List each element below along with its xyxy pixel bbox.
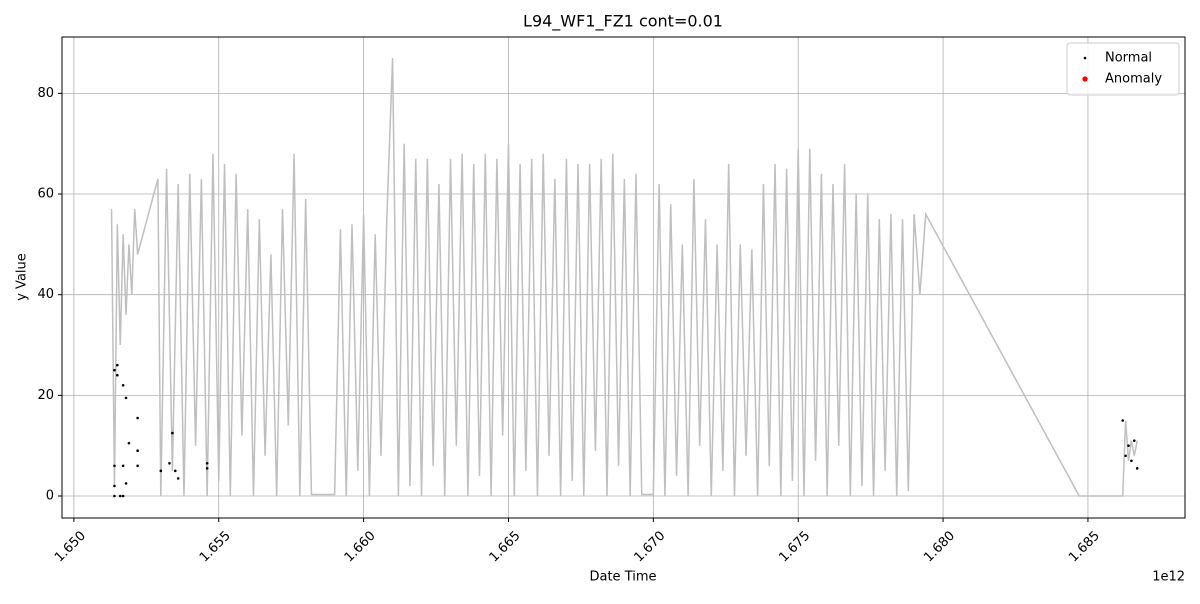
scatter-point [113,484,116,488]
legend-label: Anomaly [1105,72,1162,87]
scatter-point [205,461,209,465]
scatter-point [205,467,209,470]
plot-frame [61,36,1186,519]
x-tick-label: 1.660 [342,528,379,565]
x-tick-label: 1.670 [631,528,668,565]
scatter-point [121,383,125,387]
y-tick-label: 80 [37,86,54,101]
scatter-point [136,416,139,420]
y-tick-label: 0 [46,489,54,504]
scatter-point [116,373,119,377]
x-tick-label: 1.655 [197,528,234,565]
scatter-point [113,368,116,372]
scatter-point [121,494,125,498]
scatter-point [1132,439,1136,442]
legend: Normal Anomaly [1066,42,1180,96]
data-line [110,58,1138,497]
x-tick-label: 1.680 [921,528,958,565]
scatter-point [136,449,139,453]
scatter-point [168,461,171,465]
scatter-point [1124,454,1127,458]
scatter-point [118,494,122,498]
scatter-point [124,396,128,400]
scatter-point [127,441,131,445]
scatter-point [113,494,116,498]
x-axis-label: Date Time [589,570,656,585]
scatter-point [1121,419,1125,422]
legend-box [1066,42,1180,96]
y-tick-label: 60 [37,187,54,202]
scatter-point [173,469,177,473]
legend-marker [1082,76,1088,82]
scatter-point [159,469,163,473]
scatter-point [1127,444,1130,447]
scatter-point [124,482,128,485]
x-tick-label: 1.665 [487,528,524,565]
scatter-point [121,464,125,468]
scatter-point [136,464,139,468]
y-tick-label: 40 [37,287,54,302]
scatter-point [1130,459,1133,463]
legend-label: Normal [1105,51,1152,66]
scatter-point [176,477,180,480]
x-offset-label: 1e12 [1152,570,1185,585]
x-tick-label: 1.650 [52,528,89,565]
x-tick-label: 1.685 [1066,528,1103,565]
scatter-point [113,464,116,468]
y-axis-label: y Value [15,253,30,301]
x-tick-label: 1.675 [776,528,813,565]
scatter-point [116,363,119,367]
y-tick-label: 20 [37,388,54,403]
chart-title: L94_WF1_FZ1 cont=0.01 [523,12,723,32]
legend-marker [1083,56,1087,60]
scatter-point [171,431,174,435]
scatter-point [1135,467,1139,470]
